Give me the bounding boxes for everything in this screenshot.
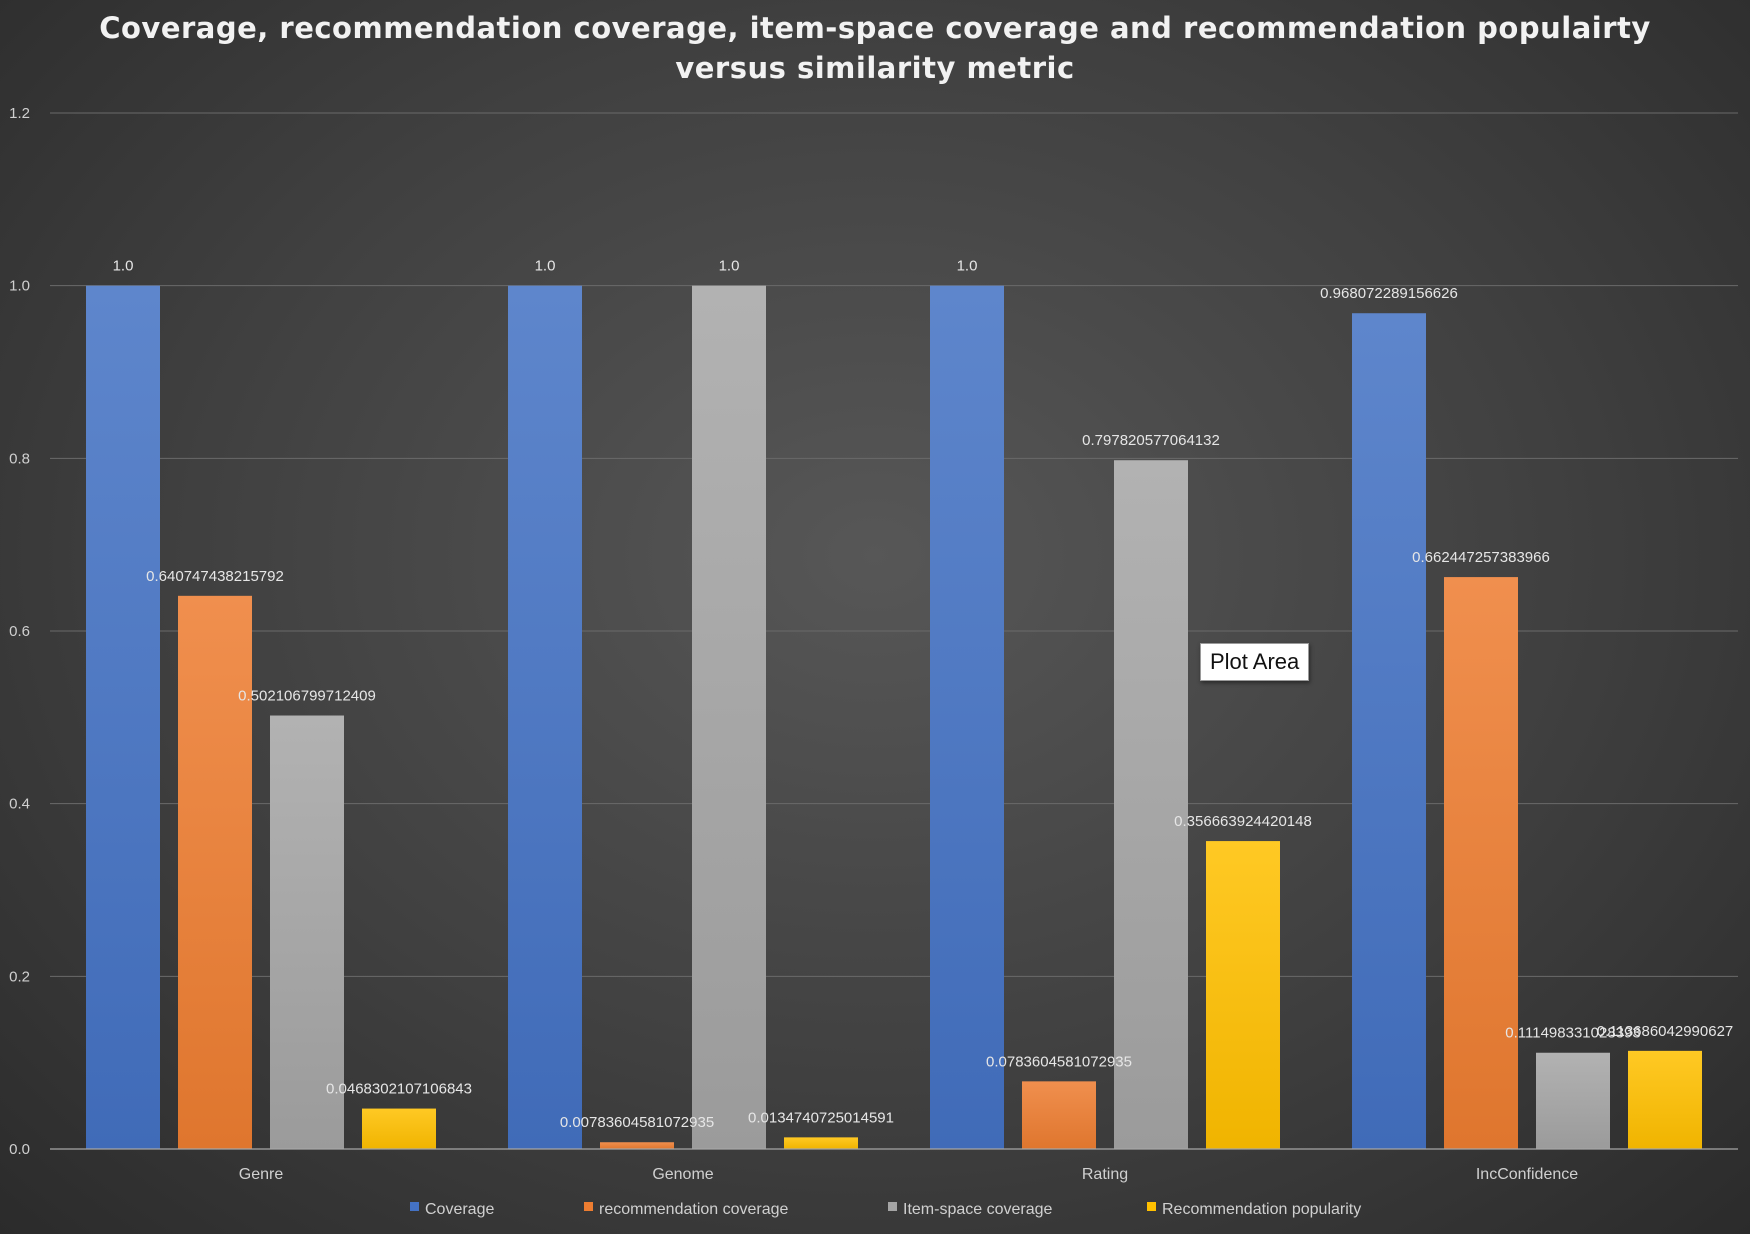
data-label: 0.968072289156626 [1320,285,1458,302]
bar-item-space-coverage-genome [692,285,766,1150]
x-tick-label: Genome [652,1166,713,1183]
data-label: 0.0468302107106843 [326,1081,472,1098]
x-tick-label: Rating [1082,1166,1128,1183]
legend-label: Coverage [425,1201,494,1218]
bar-coverage-rating [930,285,1004,1150]
data-label: 0.0134740725014591 [748,1109,894,1126]
data-label: 0.797820577064132 [1082,432,1220,449]
y-tick-label: 1.2 [9,105,30,122]
legend-swatch [584,1202,593,1211]
legend-label: Recommendation popularity [1162,1201,1361,1218]
y-tick-label: 0.0 [9,1141,30,1158]
chart-title-line: versus similarity metric [675,51,1074,85]
data-label: 1.0 [113,258,134,275]
bar-coverage-genre [86,285,160,1150]
bar-recommendation-popularity-genome [784,1137,858,1149]
data-label: 0.640747438215792 [146,568,284,585]
legend-item: Coverage [410,1201,494,1218]
data-label: 0.356663924420148 [1174,813,1312,830]
bar-item-space-coverage-genre [270,715,344,1149]
plot-area-tooltip: Plot Area [1200,643,1310,681]
legend-swatch [410,1202,419,1211]
data-label: 0.113686042990627 [1597,1023,1734,1040]
y-tick-label: 1.0 [9,278,30,295]
legend-swatch [1147,1202,1156,1211]
data-label: 1.0 [535,258,556,275]
data-labels: 1.0 0.640747438215792 0.502106799712409 0.0… [113,258,1734,1132]
legend-item: recommendation coverage [584,1201,789,1218]
bars [86,285,1702,1150]
bar-coverage-genome [508,285,582,1150]
legend-swatch [888,1202,897,1211]
data-label: 0.0783604581072935 [986,1053,1132,1070]
legend-label: recommendation coverage [599,1201,789,1218]
y-tick-label: 0.6 [9,623,30,640]
data-label: 0.00783604581072935 [560,1114,714,1131]
x-axis: Genre Genome Rating IncConfidence [50,1148,1738,1183]
bar-recommendation-popularity-rating [1206,841,1280,1149]
legend-item: Recommendation popularity [1147,1201,1361,1218]
bar-item-space-coverage-incconfidence [1536,1052,1610,1149]
legend-label: Item-space coverage [903,1201,1053,1218]
data-label: 1.0 [719,258,740,275]
bar-recommendation-coverage-rating [1022,1081,1096,1149]
chart-title-line: Coverage, recommendation coverage, item-… [99,11,1651,45]
y-axis: 0.0 0.2 0.4 0.6 0.8 1.0 1.2 [9,105,30,1158]
chart-title: Coverage, recommendation coverage, item-… [99,11,1651,85]
data-label: 0.502106799712409 [238,688,376,705]
x-tick-label: Genre [239,1166,284,1183]
legend-item: Item-space coverage [888,1201,1053,1218]
bar-recommendation-coverage-genome [600,1142,674,1149]
y-tick-label: 0.2 [9,968,30,985]
y-tick-label: 0.4 [9,796,30,813]
bar-item-space-coverage-rating [1114,460,1188,1149]
bar-recommendation-coverage-genre [178,595,252,1149]
y-tick-label: 0.8 [9,450,30,467]
data-label: 0.662447257383966 [1412,549,1550,566]
bar-recommendation-coverage-incconfidence [1444,577,1518,1149]
data-label: 1.0 [957,258,978,275]
bar-coverage-incconfidence [1352,313,1426,1149]
x-tick-label: IncConfidence [1476,1166,1578,1183]
legend: Coverage recommendation coverage Item-spac… [410,1201,1361,1218]
data-label: 0.111498331028393 [1505,1025,1640,1042]
bar-recommendation-popularity-incconfidence [1628,1050,1702,1149]
bar-recommendation-popularity-genre [362,1108,436,1149]
